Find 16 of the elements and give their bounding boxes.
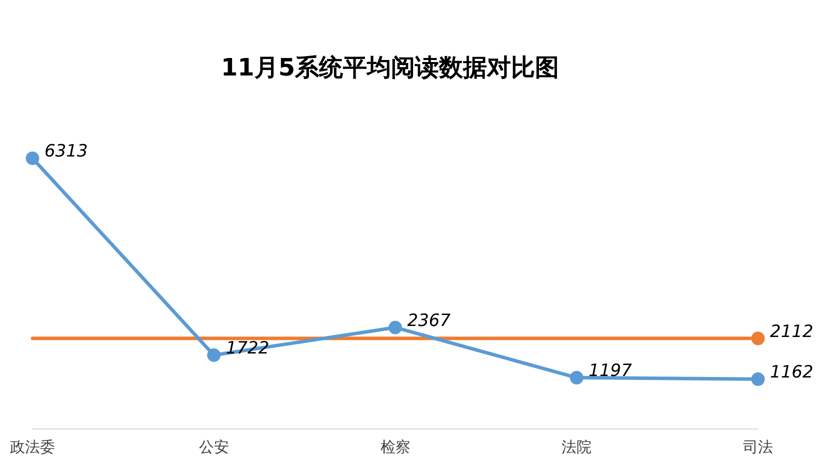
point bbox=[751, 372, 765, 386]
chart-title: 11月5系统平均阅读数据对比图 bbox=[220, 54, 560, 82]
x-tick-label: 检察 bbox=[380, 438, 410, 456]
point bbox=[570, 370, 584, 384]
data-label: 2367 bbox=[407, 310, 451, 331]
point bbox=[26, 152, 40, 166]
x-tick-label: 法院 bbox=[562, 438, 592, 456]
point bbox=[207, 348, 221, 362]
data-label: 6313 bbox=[44, 142, 88, 162]
x-tick-label: 政法委 bbox=[10, 438, 55, 456]
data-label: 2112 bbox=[770, 322, 814, 342]
data-label: 1162 bbox=[770, 362, 814, 383]
x-tick-label: 司法 bbox=[743, 438, 773, 456]
data-label: 1197 bbox=[588, 361, 632, 382]
point bbox=[388, 320, 402, 334]
x-tick-label: 公安 bbox=[198, 438, 229, 456]
